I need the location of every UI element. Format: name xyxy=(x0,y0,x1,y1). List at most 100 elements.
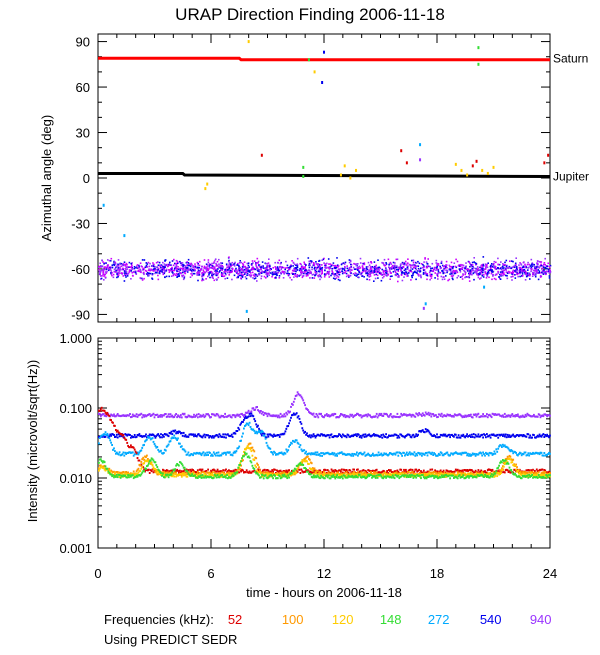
series-52-point xyxy=(440,470,442,472)
azimuth-band-point xyxy=(139,271,141,273)
azimuth-band-point xyxy=(426,267,428,269)
azimuth-band-point xyxy=(267,265,269,267)
azimuth-band-point xyxy=(438,263,440,265)
series-540-point xyxy=(531,437,533,439)
azimuth-band-point xyxy=(227,277,229,279)
azimuth-band-point xyxy=(187,264,189,266)
series-540-point xyxy=(477,436,479,438)
series-272-point xyxy=(192,454,194,456)
azimuth-band-point xyxy=(176,273,178,275)
azimuth-band-point xyxy=(188,259,190,261)
series-540-point xyxy=(360,435,362,437)
azimuth-band-point xyxy=(197,267,199,269)
series-272-point xyxy=(262,431,264,433)
azimuth-band-point xyxy=(482,268,484,270)
azimuth-band-point xyxy=(410,267,412,269)
azimuth-band-point xyxy=(271,276,273,278)
azimuth-band-point xyxy=(177,261,179,263)
azimuth-band-point xyxy=(253,269,255,271)
azimuth-scatter-point xyxy=(477,46,479,49)
azimuth-band-point xyxy=(244,261,246,263)
series-52-point xyxy=(349,470,351,472)
azimuth-band-point xyxy=(197,264,199,266)
azimuth-band-point xyxy=(516,273,518,275)
azimuth-band-point xyxy=(285,267,287,269)
azimuth-band-point xyxy=(496,274,498,276)
series-272-point xyxy=(316,454,318,456)
series-272-point xyxy=(236,450,238,452)
azimuth-band-point xyxy=(537,263,539,265)
azimuth-band-point xyxy=(548,269,550,271)
azimuth-band-point xyxy=(164,270,166,272)
series-940-point xyxy=(453,416,455,418)
azimuth-band-point xyxy=(304,266,306,268)
azimuth-band-point xyxy=(203,269,205,271)
azimuth-band-point xyxy=(487,273,489,275)
azimuth-band-point xyxy=(168,276,170,278)
azimuth-band-point xyxy=(394,269,396,271)
azimuth-band-point xyxy=(453,266,455,268)
series-272-point xyxy=(467,453,469,455)
series-272-point xyxy=(296,439,298,441)
azimuth-band-point xyxy=(199,261,201,263)
azimuth-band-point xyxy=(376,269,378,271)
series-540-point xyxy=(279,436,281,438)
azimuth-band-point xyxy=(148,270,150,272)
azimuth-band-point xyxy=(217,268,219,270)
series-940-point xyxy=(262,411,264,413)
series-540-point xyxy=(129,434,131,436)
azimuth-band-point xyxy=(370,270,372,272)
azimuth-band-point xyxy=(388,264,390,266)
azimuth-band-point xyxy=(412,273,414,275)
series-100-point xyxy=(408,471,410,473)
series-540-point xyxy=(119,435,121,437)
intensity-x-tick-label: 6 xyxy=(207,566,214,581)
series-540-point xyxy=(252,415,254,417)
azimuth-band-point xyxy=(452,272,454,274)
azimuth-band-point xyxy=(314,277,316,279)
azimuth-band-point xyxy=(360,274,362,276)
series-272-point xyxy=(156,446,158,448)
azimuth-band-point xyxy=(454,273,456,275)
series-52-point xyxy=(405,469,407,471)
chart-title: URAP Direction Finding 2006-11-18 xyxy=(175,5,445,24)
series-940-point xyxy=(165,413,167,415)
azimuth-band-point xyxy=(427,265,429,267)
series-540-point xyxy=(417,434,419,436)
series-272-point xyxy=(299,446,301,448)
azimuth-band-point xyxy=(516,270,518,272)
azimuth-band-point xyxy=(511,272,513,274)
azimuth-band-point xyxy=(231,279,233,281)
series-540-point xyxy=(296,412,298,414)
azimuth-band-point xyxy=(132,275,134,277)
azimuth-band-point xyxy=(148,273,150,275)
azimuth-band-point xyxy=(483,256,485,258)
azimuth-scatter-point xyxy=(204,187,206,190)
azimuth-band-point xyxy=(311,267,313,269)
azimuth-band-point xyxy=(194,263,196,265)
azimuth-band-point xyxy=(109,260,111,262)
azimuth-scatter-point xyxy=(103,204,105,207)
azimuth-band-point xyxy=(418,268,420,270)
series-540-point xyxy=(328,434,330,436)
azimuth-band-point xyxy=(451,262,453,264)
azimuth-band-point xyxy=(486,275,488,277)
series-940-point xyxy=(399,416,401,418)
series-540-point xyxy=(385,433,387,435)
series-272-point xyxy=(173,435,175,437)
series-52-point xyxy=(532,469,534,471)
series-272-point xyxy=(397,451,399,453)
azimuth-band-point xyxy=(425,271,427,273)
azimuth-band-point xyxy=(412,275,414,277)
azimuth-band-point xyxy=(319,274,321,276)
azimuth-band-point xyxy=(282,271,284,273)
azimuth-band-point xyxy=(460,276,462,278)
azimuth-band-point xyxy=(479,272,481,274)
series-272-point xyxy=(123,455,125,457)
azimuth-band-point xyxy=(545,267,547,269)
azimuth-scatter-point xyxy=(302,166,304,169)
azimuth-band-point xyxy=(337,266,339,268)
azimuth-band-point xyxy=(127,275,129,277)
azimuth-band-point xyxy=(455,266,457,268)
series-940-point xyxy=(99,413,101,415)
